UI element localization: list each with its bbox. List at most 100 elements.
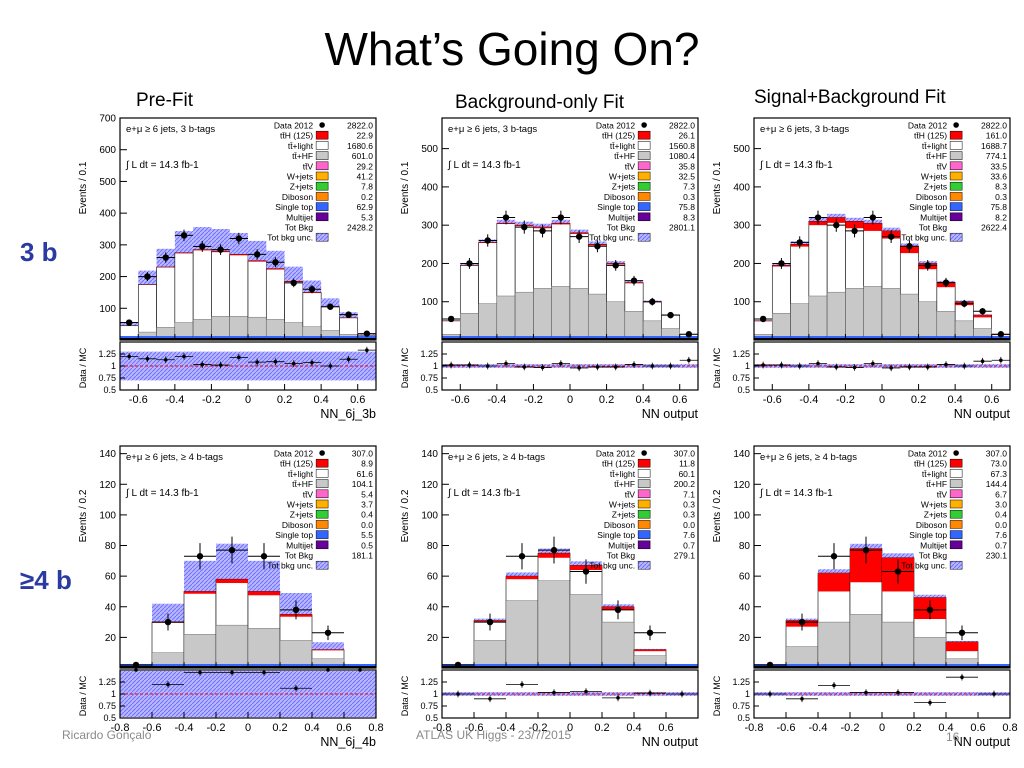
legend-swatch	[637, 202, 651, 211]
singletop-bar	[193, 336, 212, 338]
ratio-point	[552, 690, 556, 695]
ttH-bar	[506, 576, 538, 580]
y-tick-label: 100	[733, 510, 750, 521]
singletop-bar	[827, 336, 846, 338]
data-point	[630, 277, 638, 284]
singletop-bar	[152, 664, 184, 666]
singletop-bar	[845, 336, 864, 338]
legend-swatch	[949, 479, 963, 488]
chart-prefit-4b: 20 40 60 80 100 120 140 Events / 0.2 e+μ ≥ 6 jet…	[78, 445, 384, 749]
ratio-y-axis-label: Data / MC	[400, 347, 410, 388]
ratio-point	[928, 700, 932, 705]
legend-swatch	[315, 192, 329, 201]
legend-swatch	[637, 141, 651, 150]
ratio-point	[522, 365, 527, 369]
ratio-point	[255, 360, 259, 364]
data-point	[447, 315, 455, 323]
legend-swatch	[315, 560, 329, 570]
ttHF-bar	[215, 624, 249, 669]
x-tick-label: -0.4	[799, 394, 818, 406]
multijet-bar	[882, 666, 914, 668]
ttHF-bar	[900, 293, 919, 341]
singletop-bar	[863, 336, 882, 338]
legend-label: Single top	[909, 530, 947, 540]
ratio-point	[127, 354, 131, 359]
legend-value: 601.0	[352, 151, 374, 161]
legend-swatch	[949, 458, 963, 468]
ratio-point	[632, 362, 636, 367]
x-tick-label: 0	[879, 722, 885, 734]
ttH-bar	[818, 573, 850, 592]
x-tick-label: -0.6	[143, 722, 162, 734]
multijet-bar	[643, 338, 662, 340]
legend-value: 7.1	[683, 489, 695, 499]
data-point	[612, 262, 619, 269]
y-tick-label: 40	[105, 602, 117, 613]
multijet-bar	[606, 338, 625, 340]
y-axis-label: Events / 0.2	[78, 489, 89, 542]
x-axis-label: NN output	[954, 407, 1011, 421]
ttHF-bar	[826, 291, 846, 341]
multijet-bar	[991, 338, 1010, 340]
legend-value: 279.1	[674, 551, 696, 561]
ttH-bar	[312, 649, 344, 651]
multijet-bar	[754, 338, 773, 340]
data-point	[217, 246, 224, 253]
data-point	[454, 661, 462, 669]
singletop-bar	[900, 336, 919, 338]
y-tick-label: 200	[421, 259, 438, 270]
ratio-point	[680, 692, 684, 696]
x-tick-label: -0.2	[841, 722, 860, 734]
x-tick-label: 0.4	[313, 394, 328, 406]
singletop-bar	[339, 336, 358, 338]
singletop-bar	[474, 664, 506, 666]
data-point	[502, 214, 510, 221]
legend-value: 1680.6	[347, 141, 373, 151]
ratio-y-tick-label: 1.25	[98, 349, 116, 359]
legend-label: Single top	[909, 202, 947, 212]
selection-annotation: e+μ ≥ 6 jets, ≥ 4 b-tags	[760, 452, 857, 463]
data-point	[125, 319, 133, 326]
legend-label: tt̄+light	[288, 141, 314, 151]
y-tick-label: 40	[739, 602, 751, 613]
legend-label: W+jets	[609, 500, 635, 510]
legend-value: 8.2	[995, 212, 1007, 222]
ttHF-bar	[808, 295, 828, 341]
x-tick-label: 0.6	[336, 722, 351, 734]
legend-swatch	[315, 130, 329, 140]
ratio-point	[310, 360, 314, 365]
legend-value: 0.2	[361, 192, 373, 202]
singletop-bar	[156, 336, 175, 338]
y-tick-label: 300	[733, 221, 750, 232]
legend-swatch	[315, 520, 329, 529]
singletop-bar	[973, 336, 992, 338]
legend-swatch	[315, 151, 329, 160]
ratio-y-axis-label: Data / MC	[78, 347, 88, 388]
singletop-bar	[478, 336, 497, 338]
multijet-bar	[312, 666, 344, 668]
legend-value: 5.4	[361, 489, 373, 499]
ratio-y-tick-label: 1	[745, 361, 750, 371]
legend-value: 7.8	[361, 182, 373, 192]
legend-label: tt̄V	[625, 161, 636, 171]
singletop-bar	[818, 664, 850, 666]
singletop-bar	[533, 336, 552, 338]
singletop-bar	[882, 664, 914, 666]
ttHF-bar	[913, 637, 947, 669]
x-tick-label: -0.6	[763, 394, 782, 406]
y-tick-label: 80	[427, 541, 439, 552]
y-tick-label: 20	[739, 633, 751, 644]
legend-label: Multijet	[286, 212, 314, 222]
singletop-bar	[248, 336, 267, 338]
data-point	[798, 618, 806, 626]
legend-value: 307.0	[986, 449, 1008, 459]
legend-label: Z+jets	[290, 510, 313, 520]
legend-label: Tot bkg unc.	[589, 561, 635, 571]
ratio-point	[182, 354, 186, 359]
ratio-point	[889, 366, 893, 370]
x-tick-label: 0	[567, 394, 573, 406]
legend-swatch	[637, 161, 651, 171]
ratio-point	[650, 364, 655, 368]
legend-value: 2822.0	[981, 121, 1007, 131]
legend-label: tt̄H (125)	[602, 459, 635, 469]
